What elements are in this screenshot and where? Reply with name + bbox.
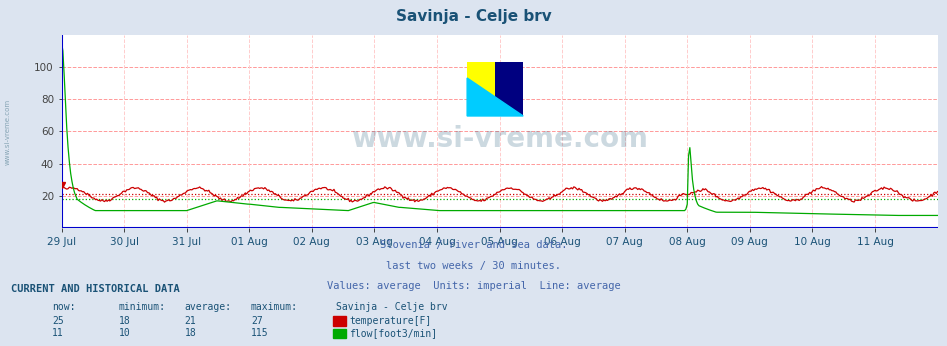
Text: average:: average: xyxy=(185,302,232,312)
Text: now:: now: xyxy=(52,302,76,312)
Text: temperature[F]: temperature[F] xyxy=(349,316,432,326)
Text: 25: 25 xyxy=(52,316,63,326)
Text: 27: 27 xyxy=(251,316,262,326)
Text: www.si-vreme.com: www.si-vreme.com xyxy=(5,98,10,165)
FancyBboxPatch shape xyxy=(495,62,523,116)
Text: CURRENT AND HISTORICAL DATA: CURRENT AND HISTORICAL DATA xyxy=(11,284,180,294)
FancyBboxPatch shape xyxy=(467,62,495,116)
Text: Savinja - Celje brv: Savinja - Celje brv xyxy=(396,9,551,24)
Text: flow[foot3/min]: flow[foot3/min] xyxy=(349,328,438,338)
Text: minimum:: minimum: xyxy=(118,302,166,312)
Text: Savinja - Celje brv: Savinja - Celje brv xyxy=(336,302,448,312)
Text: maximum:: maximum: xyxy=(251,302,298,312)
Text: Values: average  Units: imperial  Line: average: Values: average Units: imperial Line: av… xyxy=(327,281,620,291)
Polygon shape xyxy=(467,78,523,116)
Text: 11: 11 xyxy=(52,328,63,338)
Text: 115: 115 xyxy=(251,328,269,338)
Text: 18: 18 xyxy=(185,328,196,338)
Text: www.si-vreme.com: www.si-vreme.com xyxy=(351,125,648,153)
Text: Slovenia / river and sea data.: Slovenia / river and sea data. xyxy=(380,240,567,251)
Text: 10: 10 xyxy=(118,328,130,338)
Text: last two weeks / 30 minutes.: last two weeks / 30 minutes. xyxy=(386,261,561,271)
Text: 21: 21 xyxy=(185,316,196,326)
Text: 18: 18 xyxy=(118,316,130,326)
